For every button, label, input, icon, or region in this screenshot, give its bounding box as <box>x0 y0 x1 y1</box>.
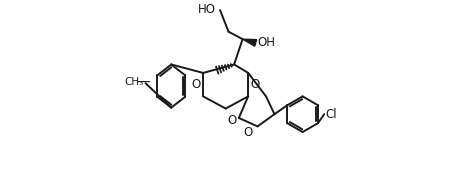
Text: O: O <box>250 78 259 91</box>
Text: —: — <box>137 76 151 90</box>
Text: O: O <box>191 78 200 91</box>
Polygon shape <box>243 39 257 46</box>
Text: CH₃: CH₃ <box>124 77 143 87</box>
Text: O: O <box>244 126 253 139</box>
Text: OH: OH <box>258 36 276 49</box>
Text: O: O <box>228 114 237 127</box>
Text: HO: HO <box>198 3 216 16</box>
Text: Cl: Cl <box>325 108 337 121</box>
